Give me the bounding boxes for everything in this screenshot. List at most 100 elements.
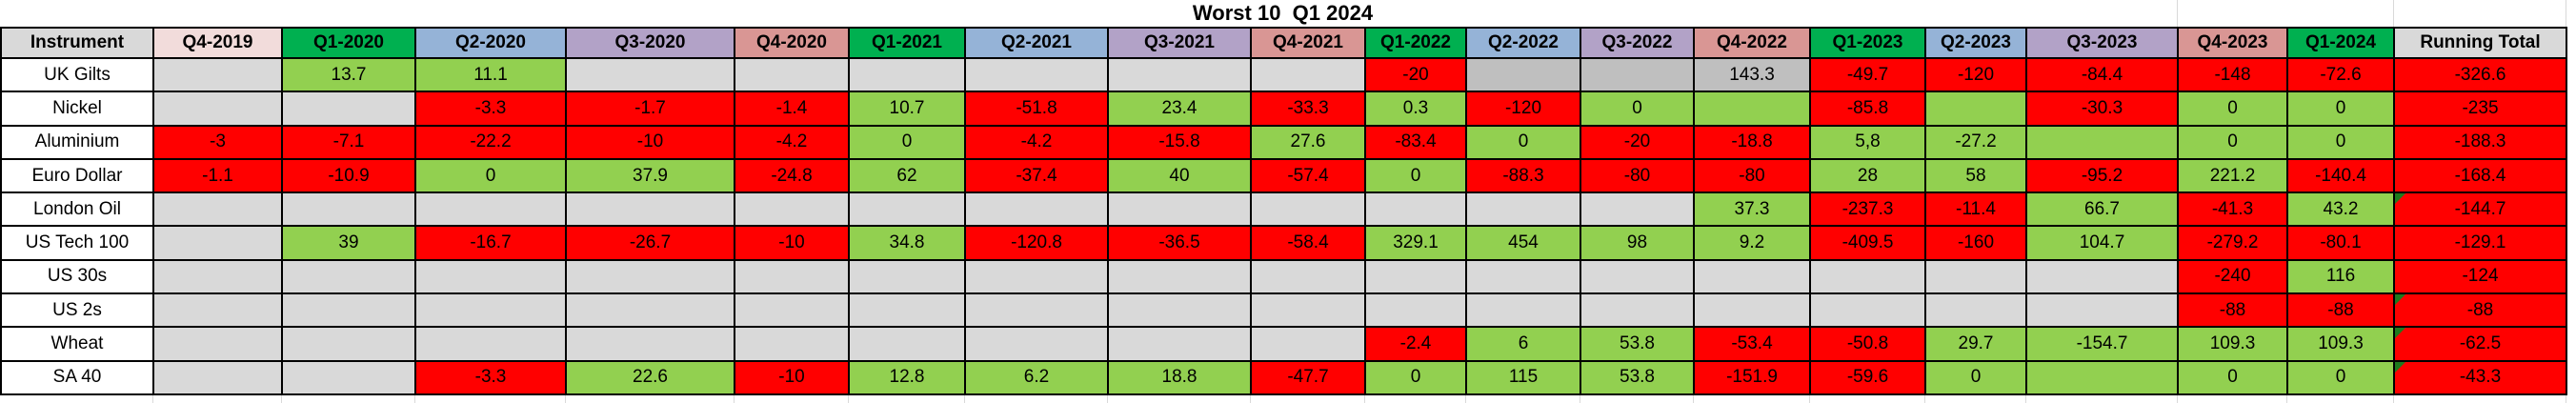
table-cell[interactable]: -41.3 — [2177, 191, 2288, 228]
table-cell[interactable]: -33.3 — [1250, 91, 1366, 127]
table-cell[interactable] — [1924, 91, 2027, 127]
column-header[interactable]: Q4-2022 — [1693, 27, 1811, 59]
table-cell[interactable]: 109.3 — [2286, 326, 2395, 362]
table-cell[interactable] — [414, 191, 567, 228]
table-cell[interactable] — [1580, 292, 1695, 329]
table-cell[interactable]: -27.2 — [1924, 124, 2027, 160]
row-label[interactable]: London Oil — [0, 191, 154, 228]
table-cell[interactable] — [1465, 292, 1581, 329]
table-cell[interactable]: 62 — [848, 157, 966, 194]
column-header[interactable]: Q4-2023 — [2177, 27, 2288, 59]
table-cell[interactable]: -168.4 — [2393, 157, 2567, 194]
table-cell[interactable] — [152, 292, 283, 329]
table-cell[interactable] — [152, 258, 283, 295]
table-cell[interactable] — [1107, 56, 1252, 93]
table-cell[interactable]: 6 — [1465, 326, 1581, 362]
column-header[interactable]: Instrument — [0, 27, 154, 59]
row-label[interactable]: US Tech 100 — [0, 225, 154, 261]
table-cell[interactable]: 34.8 — [848, 225, 966, 261]
table-cell[interactable]: -120 — [1924, 56, 2027, 93]
table-cell[interactable] — [734, 258, 850, 295]
table-cell[interactable]: -37.4 — [964, 157, 1109, 194]
table-cell[interactable] — [848, 191, 966, 228]
table-cell[interactable] — [565, 191, 735, 228]
table-cell[interactable] — [848, 258, 966, 295]
column-header[interactable]: Q2-2023 — [1924, 27, 2027, 59]
table-cell[interactable]: -15.8 — [1107, 124, 1252, 160]
table-cell[interactable]: -43.3 — [2393, 359, 2567, 395]
table-cell[interactable] — [281, 326, 416, 362]
table-cell[interactable]: 39 — [281, 225, 416, 261]
table-cell[interactable]: 9.2 — [1693, 225, 1811, 261]
table-cell[interactable]: 27.6 — [1250, 124, 1366, 160]
table-cell[interactable] — [2025, 258, 2179, 295]
table-cell[interactable]: -1.7 — [565, 91, 735, 127]
table-cell[interactable]: 6.2 — [964, 359, 1109, 395]
table-cell[interactable]: 43.2 — [2286, 191, 2395, 228]
table-cell[interactable] — [414, 292, 567, 329]
table-cell[interactable] — [281, 91, 416, 127]
table-cell[interactable]: -88 — [2286, 292, 2395, 329]
table-cell[interactable]: -148 — [2177, 56, 2288, 93]
table-cell[interactable] — [1250, 292, 1366, 329]
table-cell[interactable]: 0 — [1924, 359, 2027, 395]
table-cell[interactable]: -26.7 — [565, 225, 735, 261]
table-cell[interactable]: -30.3 — [2025, 91, 2179, 127]
table-cell[interactable]: -72.6 — [2286, 56, 2395, 93]
row-label[interactable]: Nickel — [0, 91, 154, 127]
table-cell[interactable]: 0 — [2286, 359, 2395, 395]
table-cell[interactable] — [1465, 258, 1581, 295]
table-cell[interactable]: -240 — [2177, 258, 2288, 295]
table-cell[interactable] — [1693, 91, 1811, 127]
table-cell[interactable]: -88 — [2393, 292, 2567, 329]
row-label[interactable]: Wheat — [0, 326, 154, 362]
table-cell[interactable] — [848, 56, 966, 93]
table-cell[interactable] — [964, 326, 1109, 362]
table-cell[interactable] — [2025, 292, 2179, 329]
table-cell[interactable]: 0 — [2177, 359, 2288, 395]
table-cell[interactable]: -140.4 — [2286, 157, 2395, 194]
table-cell[interactable] — [1364, 191, 1467, 228]
table-cell[interactable]: -279.2 — [2177, 225, 2288, 261]
table-cell[interactable]: 0.3 — [1364, 91, 1467, 127]
table-cell[interactable]: -95.2 — [2025, 157, 2179, 194]
table-cell[interactable]: -58.4 — [1250, 225, 1366, 261]
table-cell[interactable] — [1693, 258, 1811, 295]
table-cell[interactable]: -2.4 — [1364, 326, 1467, 362]
table-cell[interactable]: -80.1 — [2286, 225, 2395, 261]
table-cell[interactable]: 0 — [1465, 124, 1581, 160]
table-cell[interactable] — [565, 258, 735, 295]
table-cell[interactable] — [734, 191, 850, 228]
row-label[interactable]: SA 40 — [0, 359, 154, 395]
column-header[interactable]: Q3-2021 — [1107, 27, 1252, 59]
table-cell[interactable]: 0 — [1580, 91, 1695, 127]
table-cell[interactable] — [281, 359, 416, 395]
table-cell[interactable]: 0 — [2286, 91, 2395, 127]
table-cell[interactable]: 454 — [1465, 225, 1581, 261]
table-cell[interactable]: -326.6 — [2393, 56, 2567, 93]
table-cell[interactable]: 12.8 — [848, 359, 966, 395]
table-cell[interactable]: 0 — [2177, 91, 2288, 127]
column-header[interactable]: Q3-2020 — [565, 27, 735, 59]
row-label[interactable]: UK Gilts — [0, 56, 154, 93]
table-cell[interactable]: -124 — [2393, 258, 2567, 295]
table-cell[interactable]: -20 — [1580, 124, 1695, 160]
column-header[interactable]: Q1-2021 — [848, 27, 966, 59]
column-header[interactable]: Q2-2021 — [964, 27, 1109, 59]
table-cell[interactable] — [1250, 258, 1366, 295]
table-cell[interactable]: 53.8 — [1580, 359, 1695, 395]
table-cell[interactable] — [2025, 359, 2179, 395]
table-cell[interactable]: 37.9 — [565, 157, 735, 194]
table-cell[interactable]: 28 — [1809, 157, 1926, 194]
table-cell[interactable] — [152, 225, 283, 261]
table-cell[interactable]: -4.2 — [734, 124, 850, 160]
table-cell[interactable]: -120 — [1465, 91, 1581, 127]
table-cell[interactable]: -53.4 — [1693, 326, 1811, 362]
table-cell[interactable]: 22.6 — [565, 359, 735, 395]
column-header[interactable]: Q3-2023 — [2025, 27, 2179, 59]
column-header[interactable]: Q2-2022 — [1465, 27, 1581, 59]
table-cell[interactable]: -62.5 — [2393, 326, 2567, 362]
table-cell[interactable] — [414, 258, 567, 295]
table-cell[interactable]: -235 — [2393, 91, 2567, 127]
table-cell[interactable]: 98 — [1580, 225, 1695, 261]
